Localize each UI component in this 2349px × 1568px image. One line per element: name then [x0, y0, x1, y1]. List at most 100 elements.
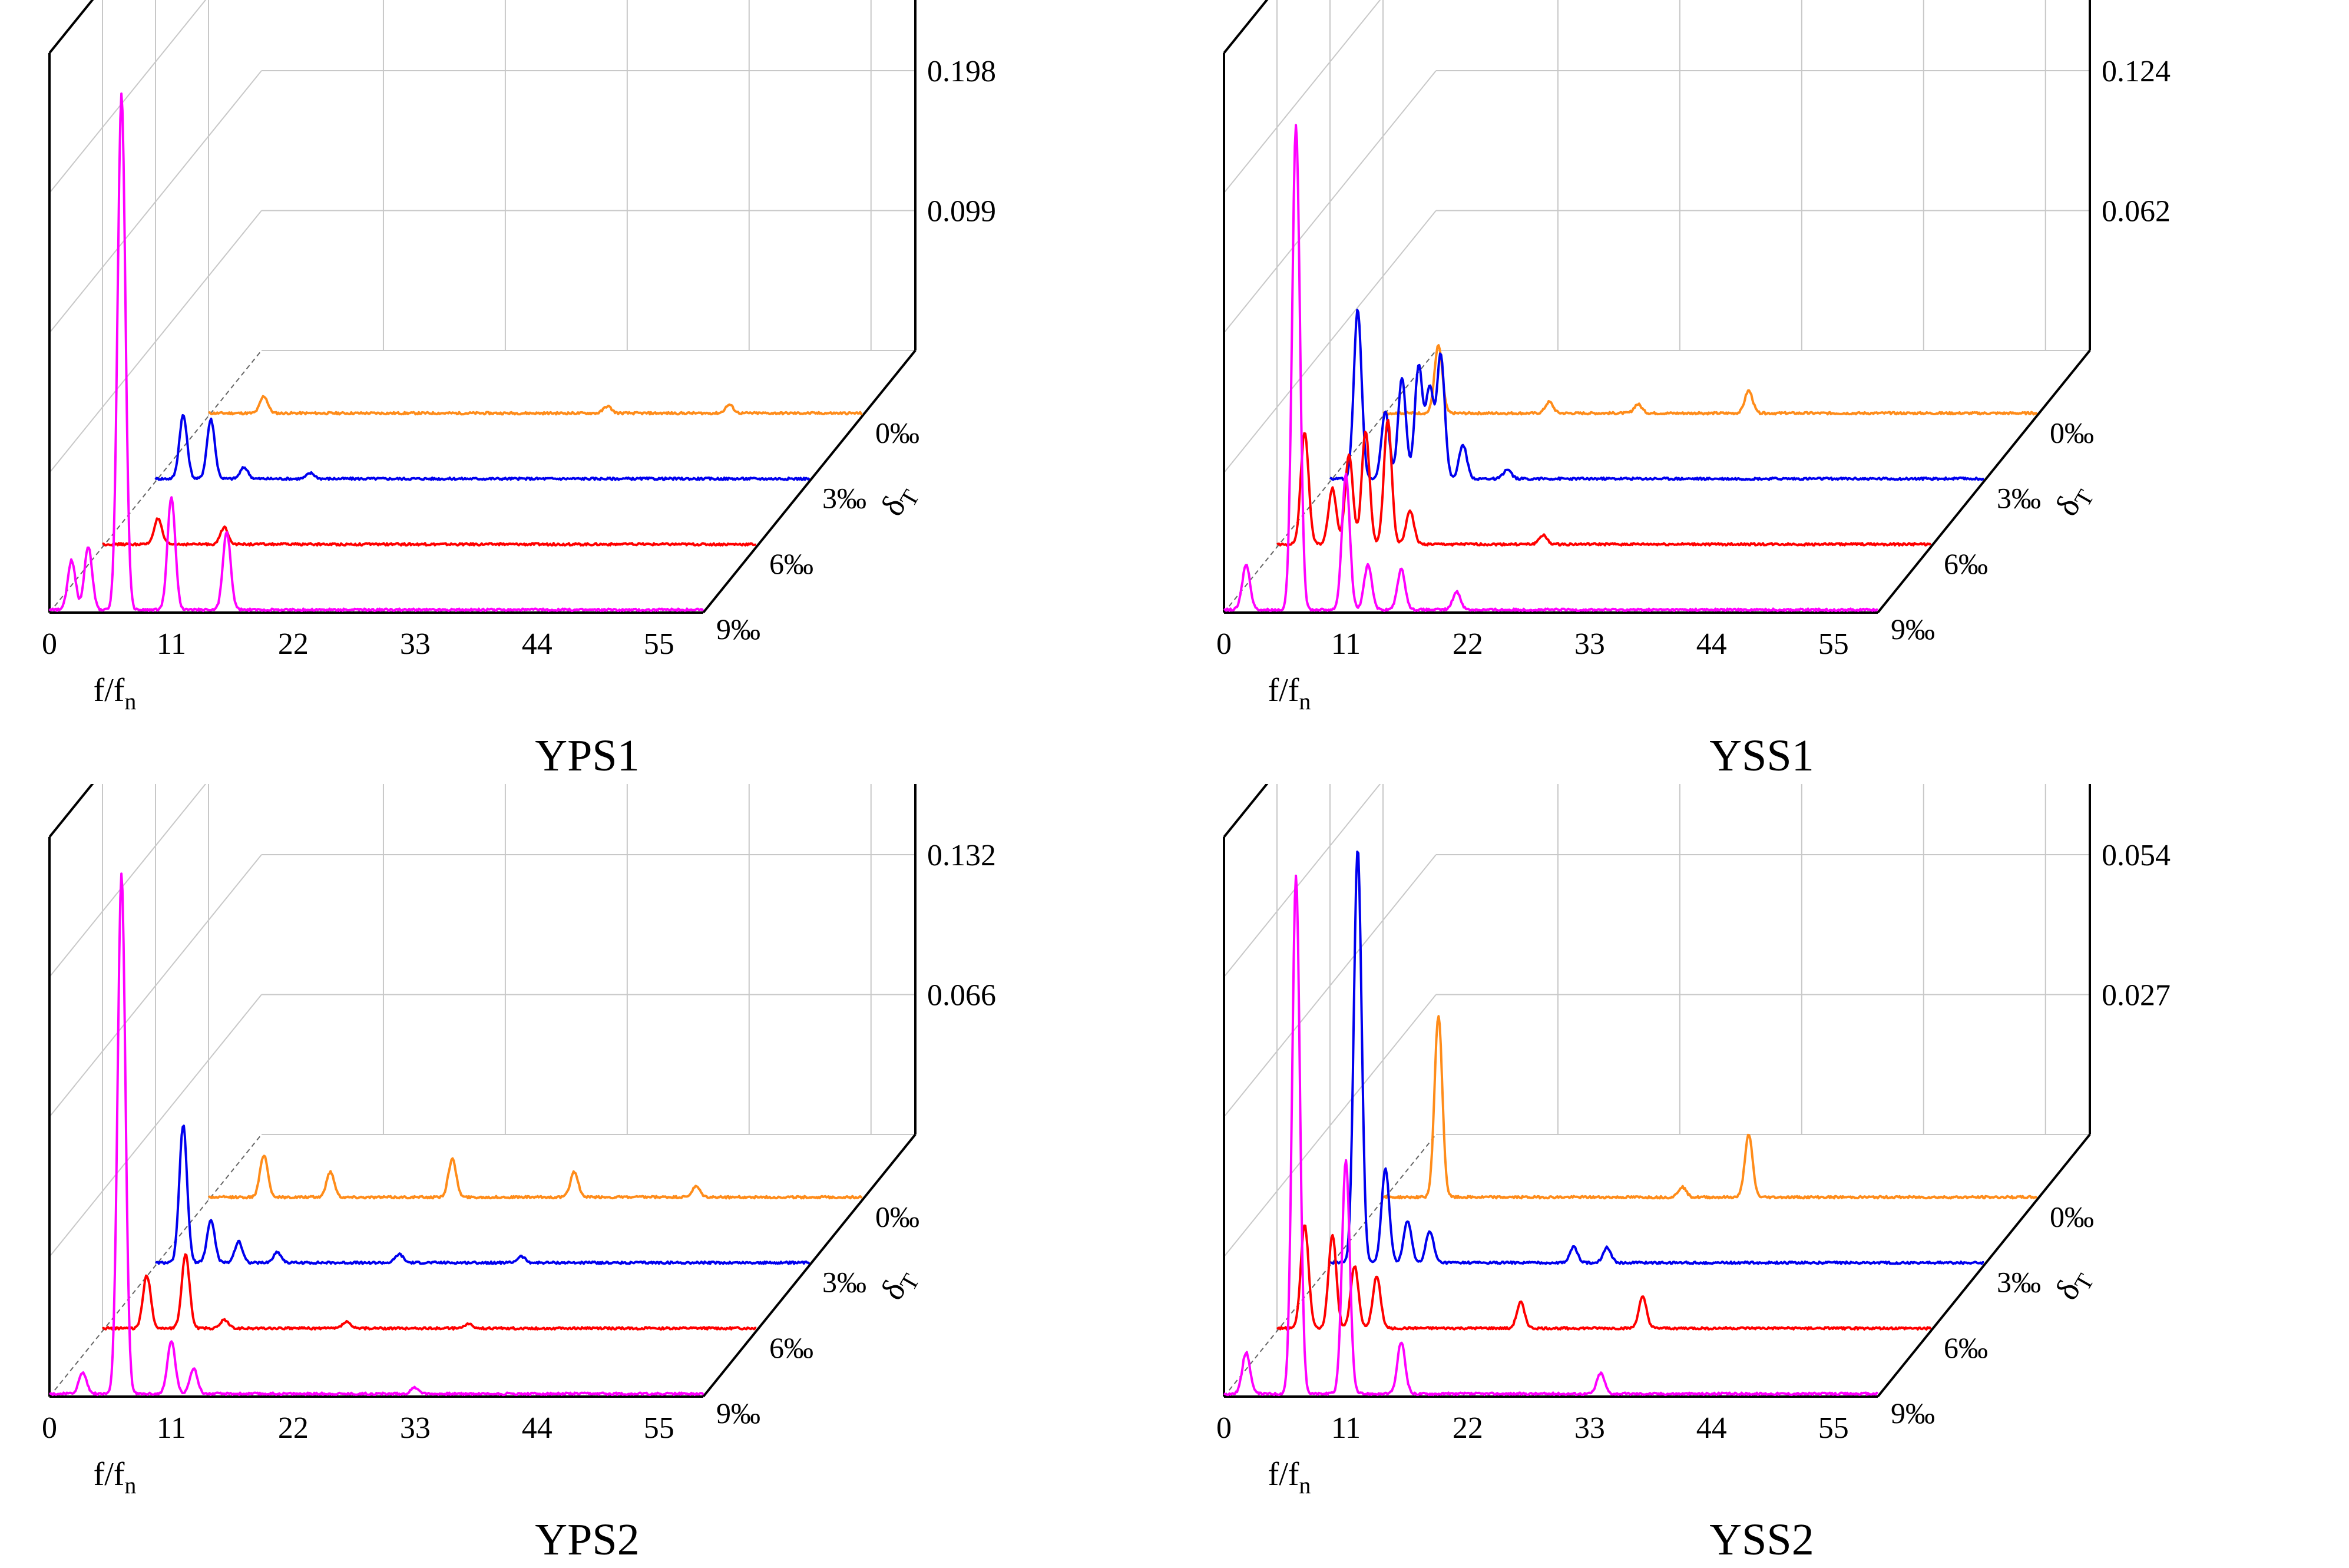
y-tick-label: 0.132	[927, 839, 996, 872]
y-tick-label: 0.027	[2102, 979, 2171, 1013]
floor-depth-line	[49, 350, 262, 613]
series-label: 9‰	[716, 613, 760, 646]
x-axis-label-subscript: n	[124, 1472, 136, 1498]
chart-yss1: 0‰3‰6‰9‰01122334455f/fn0.0620.1240.1860.…	[1216, 0, 2171, 714]
series-label: 3‰	[1997, 1266, 2041, 1299]
x-tick-label: 11	[157, 627, 186, 661]
series-line	[1223, 874, 1878, 1397]
panel-yss1: 0‰3‰6‰9‰01122334455f/fn0.0620.1240.1860.…	[1174, 0, 2349, 784]
series-line	[155, 1124, 810, 1265]
series-line	[207, 1155, 863, 1200]
panel-yps1: 0‰3‰6‰9‰01122334455f/fn0.0990.1980.2970.…	[0, 0, 1174, 784]
x-axis-label: f/fn	[1268, 1456, 1311, 1498]
series-label: 3‰	[822, 1266, 866, 1299]
top-left-edge	[48, 0, 94, 54]
top-left-edge	[48, 784, 94, 838]
x-tick-label: 55	[644, 627, 674, 661]
z-axis-line	[1877, 349, 2091, 614]
x-tick-label: 0	[42, 1411, 57, 1445]
series-line	[1329, 309, 1984, 481]
x-tick-label: 33	[400, 627, 431, 661]
x-tick-label: 22	[278, 627, 309, 661]
x-axis-label: f/fn	[94, 1456, 137, 1498]
x-axis-label-main: f/f	[94, 1456, 125, 1493]
x-tick-label: 33	[400, 1411, 431, 1445]
top-left-edge	[1223, 0, 1269, 54]
x-tick-label: 11	[1331, 1411, 1361, 1445]
series-line	[154, 413, 810, 481]
z-axis-label: δT	[874, 478, 925, 524]
series-label: 3‰	[1997, 482, 2041, 515]
x-tick-label: 11	[1331, 627, 1361, 661]
z-axis-label: δT	[874, 1262, 925, 1308]
z-axis-line	[702, 349, 917, 614]
series-line	[48, 872, 704, 1397]
y-tick-label: 0.198	[927, 55, 996, 88]
z-axis-line	[702, 1133, 917, 1398]
x-axis-label-main: f/f	[1268, 672, 1299, 709]
x-tick-label: 22	[1453, 1411, 1483, 1445]
panel-yss2: 0‰3‰6‰9‰01122334455f/fn0.0270.0540.081Cp…	[1174, 784, 2349, 1568]
series-line	[1223, 124, 1878, 613]
x-tick-label: 0	[1216, 627, 1232, 661]
x-tick-label: 44	[522, 627, 552, 661]
floor-depth-line	[49, 1134, 262, 1397]
series-label: 0‰	[875, 416, 919, 449]
x-tick-label: 11	[157, 1411, 186, 1445]
series-label: 9‰	[716, 1397, 760, 1430]
panel-title: YSS1	[1709, 731, 1814, 780]
series-line	[1276, 418, 1932, 547]
x-tick-label: 55	[1818, 1411, 1849, 1445]
x-axis-label: f/fn	[1268, 672, 1311, 714]
series-label: 6‰	[1944, 547, 1988, 580]
series-line	[1276, 1224, 1932, 1331]
x-axis-label-subscript: n	[1299, 688, 1311, 714]
x-axis-label: f/fn	[94, 672, 137, 714]
series-label: 6‰	[769, 1331, 813, 1364]
y-tick-label: 0.054	[2102, 839, 2171, 872]
x-tick-label: 0	[42, 627, 57, 661]
x-tick-label: 44	[1696, 627, 1727, 661]
x-tick-label: 22	[1453, 627, 1483, 661]
x-tick-label: 33	[1574, 1411, 1605, 1445]
series-line	[102, 517, 757, 547]
panel-title: YPS1	[535, 731, 640, 780]
panel-title: YSS2	[1709, 1515, 1814, 1564]
series-label: 0‰	[2050, 1200, 2094, 1233]
series-line	[1382, 344, 2038, 416]
y-tick-label: 0.062	[2102, 195, 2171, 229]
x-tick-label: 22	[278, 1411, 309, 1445]
series-line	[1329, 851, 1984, 1265]
x-axis-label-subscript: n	[124, 688, 136, 714]
x-tick-label: 0	[1216, 1411, 1232, 1445]
series-label: 0‰	[2050, 416, 2094, 449]
x-tick-label: 55	[1818, 627, 1849, 661]
series-label: 9‰	[1891, 1397, 1935, 1430]
top-left-edge	[1223, 784, 1269, 838]
x-tick-label: 44	[522, 1411, 552, 1445]
series-line	[48, 92, 704, 613]
panel-yps2: 0‰3‰6‰9‰01122334455f/fn0.0660.1320.1980.…	[0, 784, 1174, 1568]
series-label: 9‰	[1891, 613, 1935, 646]
z-axis-line	[1877, 1133, 2091, 1398]
chart-yss2: 0‰3‰6‰9‰01122334455f/fn0.0270.0540.081Cp…	[1216, 784, 2171, 1498]
x-tick-label: 55	[644, 1411, 674, 1445]
series-label: 6‰	[1944, 1331, 1988, 1364]
series-label: 6‰	[769, 547, 813, 580]
x-tick-label: 33	[1574, 627, 1605, 661]
x-tick-label: 44	[1696, 1411, 1727, 1445]
y-tick-label: 0.066	[927, 979, 996, 1013]
series-line	[102, 1253, 757, 1331]
y-tick-label: 0.099	[927, 195, 996, 229]
y-tick-label: 0.124	[2102, 55, 2171, 88]
z-axis-label: δT	[2049, 1262, 2099, 1308]
chart-yps2: 0‰3‰6‰9‰01122334455f/fn0.0660.1320.1980.…	[42, 784, 996, 1498]
series-label: 0‰	[875, 1200, 919, 1233]
x-axis-label-main: f/f	[1268, 1456, 1299, 1493]
chart-yps1: 0‰3‰6‰9‰01122334455f/fn0.0990.1980.2970.…	[42, 0, 996, 714]
x-axis-label-subscript: n	[1299, 1472, 1311, 1498]
series-line	[208, 395, 863, 416]
series-label: 3‰	[822, 482, 866, 515]
panel-title: YPS2	[535, 1515, 640, 1564]
